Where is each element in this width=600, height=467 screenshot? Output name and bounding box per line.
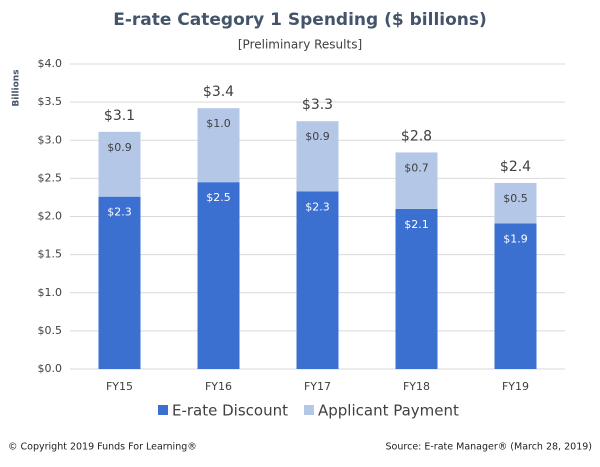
y-tick-label: $1.5 — [38, 248, 63, 261]
total-label: $2.8 — [401, 128, 432, 144]
y-axis-label: Billions — [12, 69, 22, 106]
legend-label: Applicant Payment — [318, 402, 459, 420]
bar-segment — [494, 182, 537, 224]
legend-swatch — [158, 405, 168, 415]
data-label: $1.9 — [503, 232, 528, 245]
x-tick-label: FY16 — [205, 380, 232, 393]
x-tick-label: FY19 — [502, 380, 529, 393]
data-label: $2.5 — [206, 191, 231, 204]
y-tick-label: $1.0 — [38, 286, 63, 299]
y-tick-label: $2.5 — [38, 171, 63, 184]
data-label: $0.7 — [404, 161, 429, 174]
x-tick-label: FY15 — [106, 380, 133, 393]
x-tick-label: FY18 — [403, 380, 430, 393]
bar-segment — [98, 131, 141, 197]
total-label: $3.1 — [104, 108, 135, 124]
bar-segment — [296, 121, 339, 192]
total-label: $2.4 — [500, 159, 531, 175]
total-label: $3.3 — [302, 97, 333, 113]
y-tick-label: $0.0 — [38, 362, 63, 375]
y-tick-label: $4.0 — [38, 57, 63, 70]
bar-segment — [197, 108, 240, 183]
bar-segment — [494, 223, 537, 369]
data-label: $2.3 — [107, 206, 132, 219]
footer-right: Source: E-rate Manager® (March 28, 2019) — [386, 442, 592, 453]
legend-swatch — [303, 405, 314, 415]
legend-label: E-rate Discount — [172, 402, 288, 420]
x-tick-label: FY17 — [304, 380, 331, 393]
y-tick-label: $3.5 — [38, 95, 63, 108]
bar-segment — [98, 196, 141, 369]
data-label: $0.5 — [503, 192, 528, 205]
data-label: $0.9 — [107, 141, 132, 154]
chart-title: E-rate Category 1 Spending ($ billions) — [113, 10, 487, 30]
bar-segment — [395, 208, 438, 369]
bar-segment — [296, 191, 339, 369]
y-tick-label: $0.5 — [38, 324, 63, 337]
data-label: $1.0 — [206, 117, 231, 130]
footer-left: © Copyright 2019 Funds For Learning® — [8, 442, 197, 453]
y-tick-label: $2.0 — [38, 210, 63, 223]
chart-subtitle: [Preliminary Results] — [238, 38, 362, 52]
data-label: $0.9 — [305, 130, 330, 143]
total-label: $3.4 — [203, 84, 234, 100]
data-label: $2.3 — [305, 200, 330, 213]
bar-segment — [197, 182, 240, 369]
data-label: $2.1 — [404, 218, 429, 231]
y-tick-label: $3.0 — [38, 133, 63, 146]
bar-segment — [395, 152, 438, 209]
